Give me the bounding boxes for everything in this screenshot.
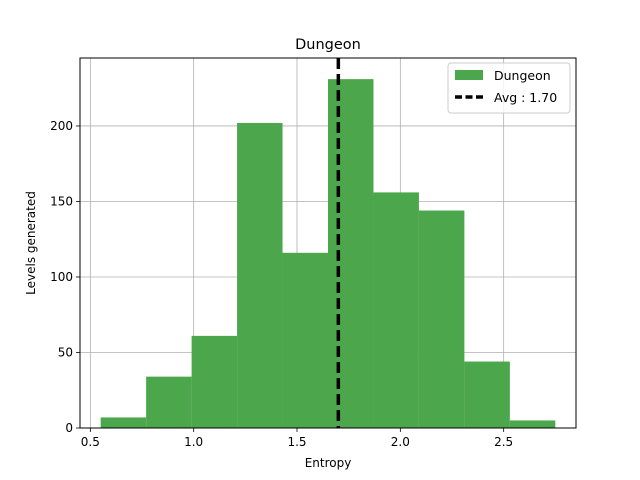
x-tick-label: 2.5 xyxy=(494,435,513,449)
histogram-bar xyxy=(100,417,147,428)
y-tick-label: 0 xyxy=(65,421,73,435)
legend-label-dungeon: Dungeon xyxy=(494,68,551,83)
y-tick-label: 100 xyxy=(50,270,73,284)
legend: Dungeon Avg : 1.70 xyxy=(447,62,571,114)
legend-label-average: Avg : 1.70 xyxy=(494,90,557,105)
plot-frame xyxy=(79,57,577,429)
chart-title: Dungeon xyxy=(295,37,361,53)
histogram-bar xyxy=(237,122,283,428)
x-axis-label: Entropy xyxy=(305,456,352,470)
x-tick-label: 2.0 xyxy=(391,435,410,449)
histogram-bar xyxy=(282,252,328,428)
histogram-bar xyxy=(146,376,192,428)
histogram-bar xyxy=(328,79,374,429)
histogram-bars xyxy=(100,79,556,429)
x-tick-label: 1.0 xyxy=(184,435,203,449)
y-tick-label: 150 xyxy=(50,194,73,208)
y-axis-ticks: 0 50 100 150 200 xyxy=(50,119,80,435)
y-axis-label: Levels generated xyxy=(24,191,38,295)
x-tick-label: 1.5 xyxy=(287,435,306,449)
histogram-bar xyxy=(191,335,238,428)
legend-swatch-dungeon xyxy=(455,70,483,80)
histogram-bar xyxy=(464,361,510,428)
histogram-bar xyxy=(509,420,556,428)
histogram-bar xyxy=(418,210,465,428)
x-tick-label: 0.5 xyxy=(81,435,100,449)
histogram-bar xyxy=(373,192,419,428)
x-axis-ticks: 0.5 1.0 1.5 2.0 2.5 xyxy=(81,428,513,449)
y-tick-label: 50 xyxy=(58,345,73,359)
y-tick-label: 200 xyxy=(50,119,73,133)
